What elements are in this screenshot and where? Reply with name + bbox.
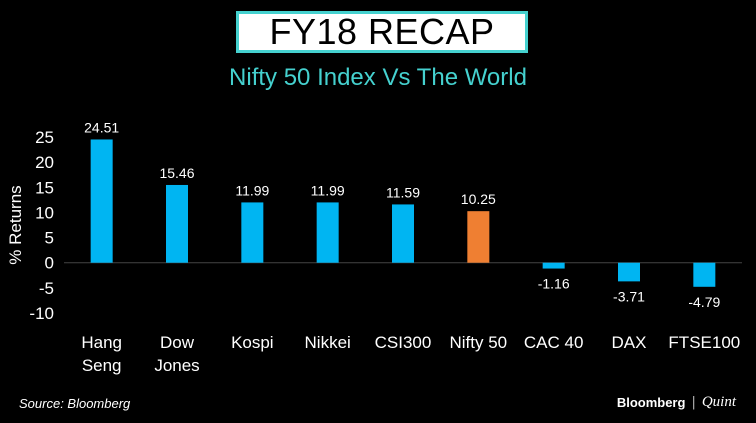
data-label: 15.46	[159, 165, 194, 181]
x-tick-label: Dow	[160, 333, 195, 352]
x-tick-label: Seng	[82, 356, 122, 375]
data-label: 10.25	[461, 191, 496, 207]
source-note: Source: Bloomberg	[19, 396, 131, 411]
y-tick-label: 20	[35, 153, 54, 172]
y-tick-label: 0	[45, 254, 54, 273]
bar-dow-jones	[166, 184, 188, 263]
x-tick-label: FTSE100	[668, 333, 740, 352]
data-label: -3.71	[613, 288, 645, 304]
chart-subtitle: Nifty 50 Index Vs The World	[229, 64, 527, 91]
bar-ftse100	[693, 262, 716, 287]
y-tick-label: 10	[35, 203, 54, 222]
y-tick-label: 25	[35, 128, 54, 147]
x-tick-label: Hang	[81, 333, 122, 352]
bar-kospi	[241, 202, 264, 263]
x-tick-label: Nifty 50	[450, 333, 508, 352]
x-tick-label: Kospi	[231, 333, 274, 352]
brand-bloomberg: Bloomberg	[616, 395, 686, 410]
data-label: 24.51	[84, 119, 119, 135]
y-tick-label: 5	[45, 229, 54, 248]
bar-hang-seng	[90, 139, 113, 263]
brand-logo: Bloomberg | Quint	[617, 394, 736, 411]
y-axis-label: % Returns	[6, 185, 25, 264]
x-tick-label: CSI300	[375, 333, 432, 352]
y-tick-label: -10	[29, 304, 54, 323]
data-label: 11.99	[235, 182, 269, 198]
x-tick-label: CAC 40	[524, 333, 584, 352]
data-label: -1.16	[538, 276, 570, 292]
bar-nikkei	[316, 202, 339, 263]
data-label: 11.59	[386, 184, 420, 200]
data-label: 11.99	[311, 182, 345, 198]
bar-cac-40	[542, 262, 565, 269]
bar-csi300	[392, 204, 414, 263]
y-tick-label: -5	[39, 279, 54, 298]
x-tick-label: Jones	[154, 356, 199, 375]
bar-dax	[618, 262, 640, 282]
x-tick-label: Nikkei	[305, 333, 351, 352]
bar-nifty-50	[467, 211, 490, 263]
y-tick-label: 15	[35, 178, 54, 197]
brand-quint: Quint	[701, 394, 736, 410]
title-box: FY18 RECAP	[236, 11, 528, 53]
brand-separator: |	[691, 395, 696, 410]
data-label: -4.79	[688, 294, 720, 310]
x-tick-label: DAX	[612, 333, 647, 352]
chart-title: FY18 RECAP	[269, 11, 495, 52]
